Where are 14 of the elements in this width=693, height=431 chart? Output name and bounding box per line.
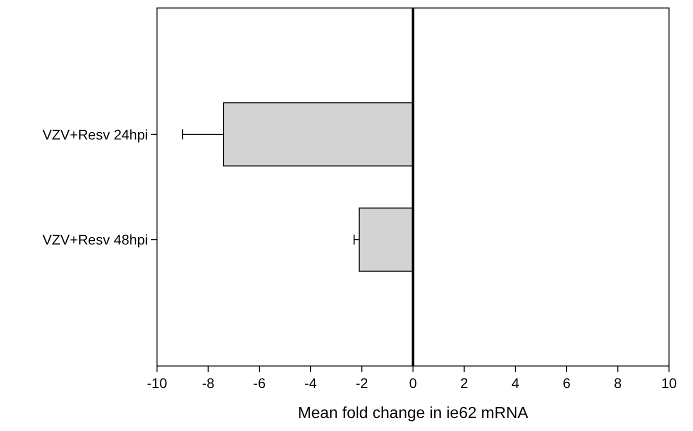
x-tick-label: -8 [202, 375, 215, 391]
x-tick-label: -4 [304, 375, 318, 391]
y-tick-label: VZV+Resv 24hpi [42, 126, 148, 142]
y-tick-label: VZV+Resv 48hpi [42, 232, 148, 248]
x-tick-label: -6 [253, 375, 266, 391]
x-tick-label: 4 [512, 375, 520, 391]
x-tick-label: -10 [146, 375, 168, 391]
x-tick-label: 10 [661, 375, 677, 391]
x-tick-label: -2 [356, 375, 368, 391]
x-tick-label: 0 [409, 375, 418, 391]
x-tick-label: 8 [614, 375, 622, 391]
x-axis-title: Mean fold change in ie62 mRNA [298, 405, 528, 422]
x-tick-label: 6 [562, 375, 571, 391]
x-tick-label: 2 [460, 375, 468, 391]
